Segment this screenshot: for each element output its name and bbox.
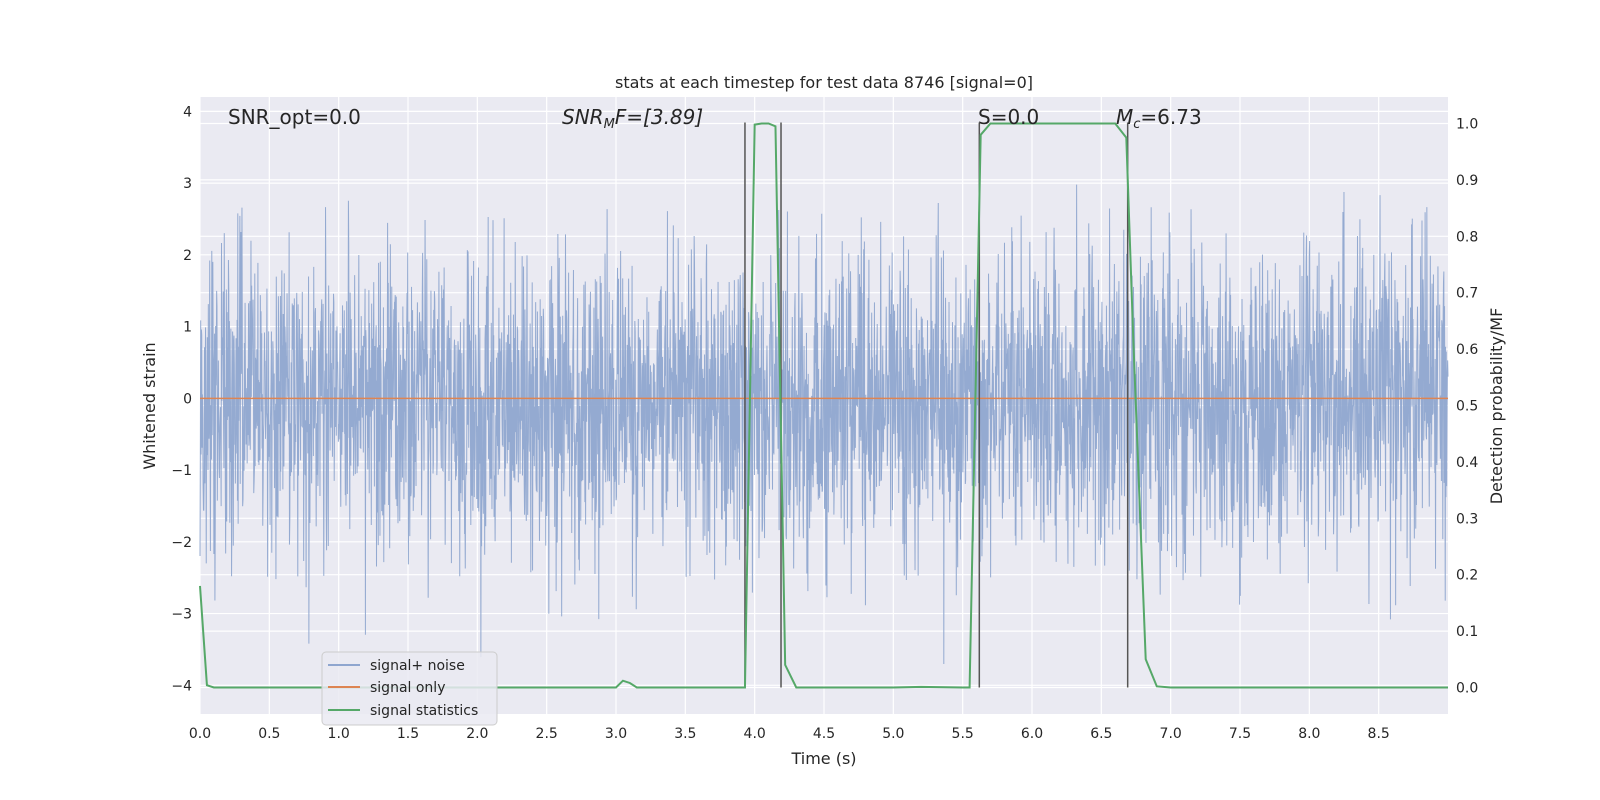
x-tick-label: 0.5 — [258, 726, 280, 742]
annotation-mc: Mc=6.73 — [1116, 105, 1202, 132]
annotation-mc-name: M — [1116, 105, 1133, 129]
x-ticks: 0.0 0.5 1.0 1.5 2.0 2.5 3.0 3.5 4.0 4.5 5.0 5.5 6.0 6… — [189, 726, 1390, 742]
legend-label-noise: signal+ noise — [370, 658, 465, 674]
annotation-mc-value: =6.73 — [1140, 105, 1201, 129]
annotation-snr-opt: SNR_opt=0.0 — [228, 105, 361, 129]
x-tick-label: 7.0 — [1160, 726, 1182, 742]
x-tick-label: 5.0 — [882, 726, 904, 742]
x-tick-label: 6.5 — [1090, 726, 1112, 742]
y-tick-label: 3 — [183, 176, 192, 192]
legend-label-signal: signal only — [370, 680, 445, 696]
x-tick-label: 3.5 — [674, 726, 696, 742]
x-tick-label: 1.5 — [397, 726, 419, 742]
y-tick-label: −3 — [171, 607, 192, 623]
y2-axis-label: Detection probability/MF — [1487, 308, 1506, 505]
signal-noise-series — [199, 184, 1449, 664]
x-tick-label: 2.0 — [466, 726, 488, 742]
x-tick-label: 8.5 — [1368, 726, 1390, 742]
x-axis-label: Time (s) — [790, 749, 856, 768]
x-tick-label: 6.0 — [1021, 726, 1043, 742]
y2-tick-label: 0.4 — [1456, 455, 1478, 471]
y2-tick-label: 0.5 — [1456, 399, 1478, 415]
y-tick-label: 0 — [183, 391, 192, 407]
y-tick-label: −2 — [171, 535, 192, 551]
y-ticks: −4 −3 −2 −1 0 1 2 3 4 — [171, 104, 192, 694]
legend-box — [321, 651, 498, 726]
legend: signal+ noise signal only signal statist… — [321, 651, 498, 726]
y2-tick-label: 0.7 — [1456, 286, 1478, 302]
x-tick-label: 7.5 — [1229, 726, 1251, 742]
chart-title: stats at each timestep for test data 874… — [615, 73, 1033, 92]
x-tick-label: 8.0 — [1298, 726, 1320, 742]
y-tick-label: 4 — [183, 104, 192, 120]
x-tick-label: 2.5 — [536, 726, 558, 742]
x-tick-label: 4.0 — [744, 726, 766, 742]
x-tick-label: 4.5 — [813, 726, 835, 742]
y2-tick-label: 0.3 — [1456, 511, 1478, 527]
annotation-snr-mf: SNRMF=[3.89] — [562, 105, 703, 132]
x-tick-label: 1.0 — [328, 726, 350, 742]
y-axis-label: Whitened strain — [140, 342, 159, 469]
annotation-snr-mf-value: F=[3.89] — [615, 105, 703, 129]
y2-ticks: 0.0 0.1 0.2 0.3 0.4 0.5 0.6 0.7 0.8 0.9 1.0 — [1456, 117, 1478, 697]
annotation-s: S=0.0 — [978, 105, 1039, 129]
x-tick-label: 5.5 — [952, 726, 974, 742]
x-tick-label: 3.0 — [605, 726, 627, 742]
y-tick-label: −1 — [171, 463, 192, 479]
y2-tick-label: 0.9 — [1456, 173, 1478, 189]
annotation-snr-mf-sub: M — [604, 117, 615, 132]
signal-noise-trace — [199, 184, 1449, 664]
annotation-snr-mf-name: SNR — [562, 105, 604, 129]
y2-tick-label: 0.8 — [1456, 229, 1478, 245]
y-tick-label: 2 — [183, 248, 192, 264]
y2-tick-label: 0.1 — [1456, 624, 1478, 640]
annotation-mc-sub: c — [1133, 117, 1140, 132]
y-tick-label: 1 — [183, 320, 192, 336]
y2-tick-label: 1.0 — [1456, 117, 1478, 133]
x-tick-label: 0.0 — [189, 726, 211, 742]
legend-label-stats: signal statistics — [370, 703, 478, 719]
y2-tick-label: 0.2 — [1456, 568, 1478, 584]
y2-tick-label: 0.6 — [1456, 342, 1478, 358]
y-tick-label: −4 — [171, 678, 192, 694]
y2-tick-label: 0.0 — [1456, 680, 1478, 696]
